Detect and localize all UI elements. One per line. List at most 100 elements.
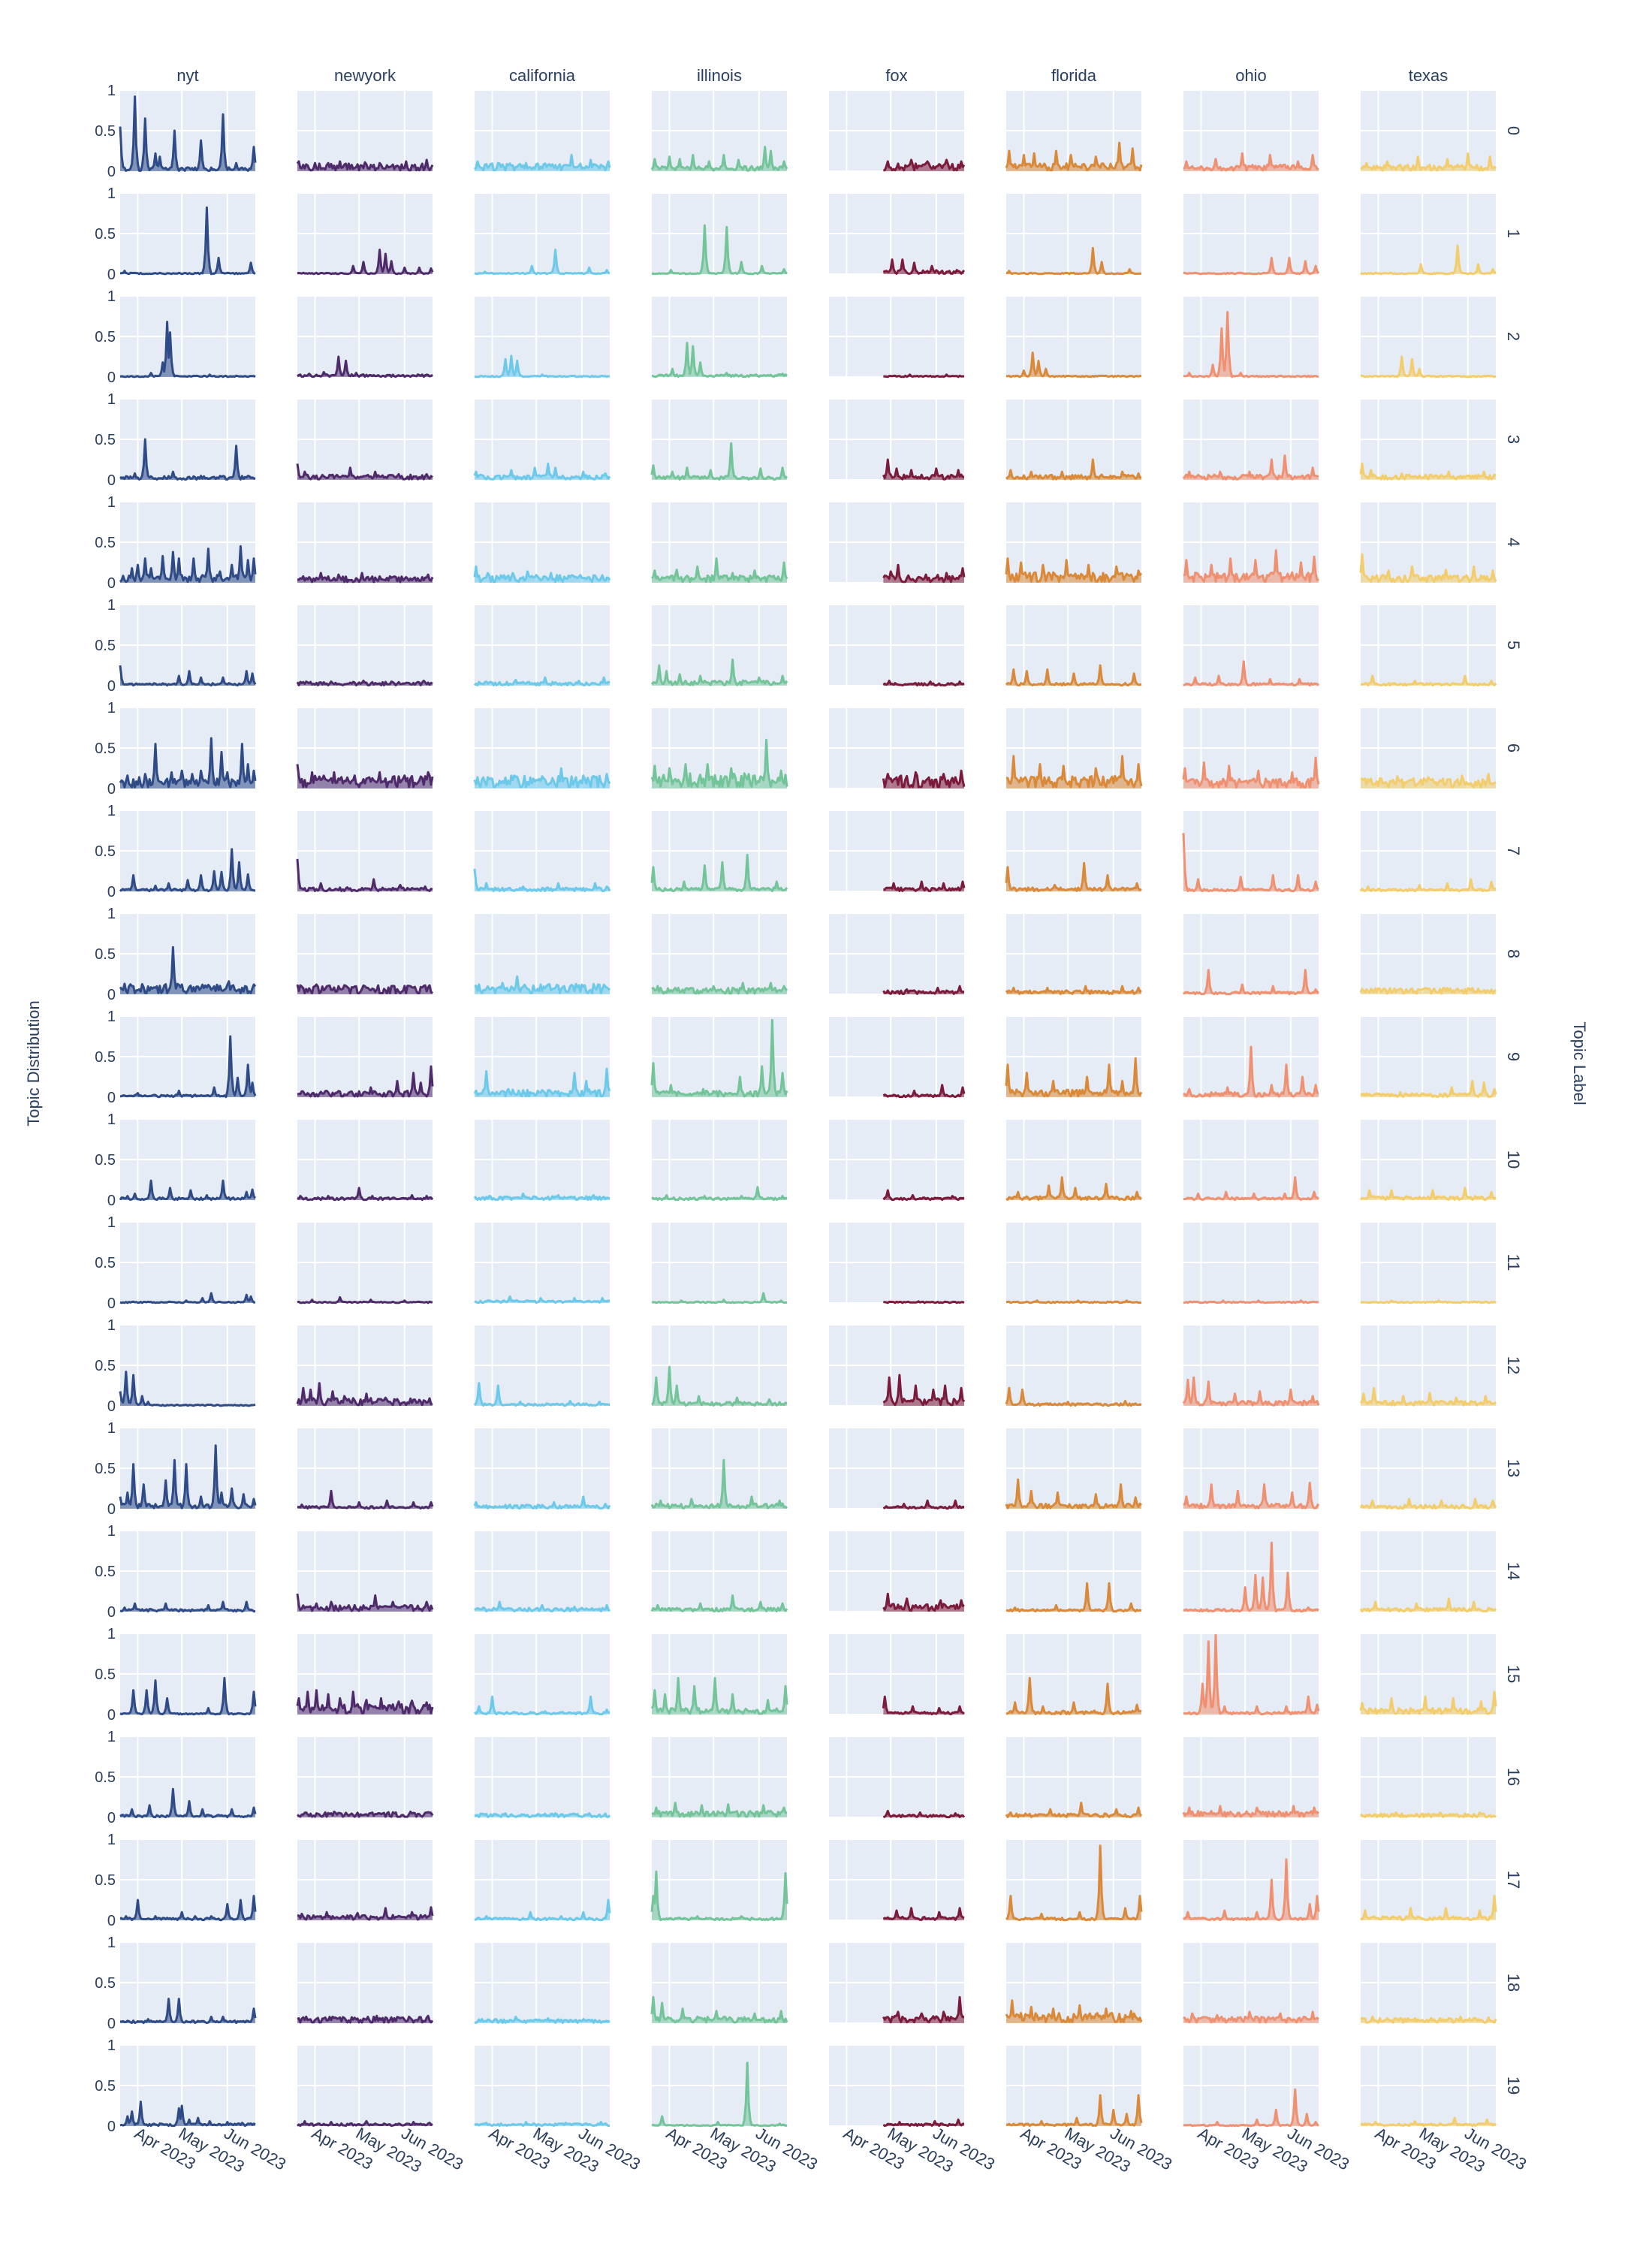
- panel-ohio-topic-11: [1183, 1221, 1319, 1304]
- series-area-newyork-14: [297, 1594, 433, 1612]
- series-line-nyt-0: [119, 95, 257, 172]
- y-tick-label: 0: [107, 1604, 116, 1621]
- panel-ohio-topic-19: [1183, 2044, 1319, 2128]
- panel-florida-topic-16: [1005, 1736, 1143, 1818]
- y-tick-label: 0: [107, 369, 116, 386]
- series-area-illinois-9: [652, 1020, 787, 1097]
- series-line-california-4: [473, 565, 611, 584]
- series-line-newyork-0: [296, 158, 434, 172]
- panel-newyork-topic-18: [297, 1941, 434, 2024]
- y-tick-label: 0.5: [95, 329, 116, 345]
- panel-florida-topic-19: [1005, 2044, 1143, 2128]
- series-line-newyork-15: [296, 1689, 434, 1715]
- panel-florida-topic-8: [1005, 912, 1142, 995]
- panel-fox-topic-18: [829, 1941, 965, 2024]
- row-label-topic-3: 3: [1504, 435, 1523, 444]
- series-line-fox-12: [882, 1374, 966, 1407]
- row-label-topic-19: 19: [1504, 2077, 1523, 2095]
- series-area-ohio-6: [1183, 758, 1319, 789]
- series-line-california-13: [473, 1495, 611, 1510]
- y-tick-label: 1: [107, 1111, 116, 1128]
- column-title-illinois: illinois: [697, 66, 742, 85]
- panel-newyork-topic-8: [296, 912, 433, 995]
- series-line-texas-5: [1361, 674, 1497, 687]
- row-label-topic-2: 2: [1504, 332, 1523, 341]
- column-title-newyork: newyork: [334, 66, 396, 85]
- panel-illinois-topic-11: [651, 1221, 788, 1304]
- panel-texas-topic-12: [1360, 1324, 1497, 1407]
- panel-florida-topic-6: [1005, 707, 1143, 789]
- panel-nyt-topic-4: [119, 501, 257, 584]
- column-title-florida: florida: [1051, 66, 1097, 85]
- series-line-fox-10: [882, 1189, 965, 1202]
- series-line-california-7: [473, 868, 611, 892]
- panel-california-topic-17: [474, 1838, 611, 1922]
- series-area-ohio-9: [1183, 1047, 1319, 1097]
- column-title-fox: fox: [885, 66, 907, 85]
- series-line-florida-16: [1005, 1802, 1143, 1818]
- series-line-ohio-9: [1183, 1045, 1319, 1098]
- panel-texas-topic-8: [1359, 912, 1497, 995]
- panel-newyork-topic-10: [297, 1118, 434, 1202]
- series-line-fox-17: [882, 1907, 965, 1921]
- y-tick-label: 1: [107, 1214, 116, 1231]
- series-line-newyork-2: [297, 355, 433, 379]
- series-line-illinois-3: [650, 442, 788, 481]
- panel-fox-topic-11: [829, 1221, 965, 1304]
- series-line-nyt-14: [119, 1600, 255, 1613]
- y-tick-label: 0.5: [95, 1564, 116, 1580]
- panel-illinois-topic-18: [650, 1941, 788, 2024]
- panel-florida-topic-2: [1005, 295, 1142, 379]
- series-line-illinois-0: [650, 146, 788, 172]
- panel-ohio-topic-2: [1183, 295, 1319, 379]
- panel-nyt-topic-11: [119, 1221, 256, 1304]
- panel-florida-topic-3: [1005, 398, 1142, 481]
- series-line-florida-4: [1005, 557, 1143, 583]
- panel-nyt-topic-16: [119, 1736, 257, 1819]
- panel-ohio-topic-10: [1183, 1118, 1319, 1202]
- series-line-fox-7: [883, 880, 966, 892]
- series-area-ohio-8: [1183, 970, 1319, 994]
- panel-fox-topic-0: [829, 89, 966, 172]
- series-line-california-5: [473, 676, 610, 686]
- panel-newyork-topic-7: [296, 810, 433, 892]
- series-line-texas-8: [1359, 986, 1497, 995]
- series-line-california-3: [473, 462, 611, 481]
- series-line-florida-11: [1005, 1299, 1142, 1304]
- panel-nyt-topic-19: [119, 2044, 256, 2128]
- series-line-ohio-17: [1183, 1858, 1320, 1922]
- panel-ohio-topic-7: [1182, 810, 1320, 893]
- series-line-nyt-5: [119, 665, 257, 687]
- panel-texas-topic-18: [1360, 1941, 1497, 2024]
- panel-california-topic-15: [473, 1633, 610, 1716]
- y-tick-label: 0.5: [95, 1049, 116, 1066]
- series-line-florida-0: [1005, 141, 1143, 172]
- y-tick-label: 0.5: [95, 123, 116, 140]
- series-area-fox-7: [883, 882, 964, 891]
- series-line-california-12: [473, 1382, 610, 1407]
- series-line-texas-19: [1360, 2116, 1497, 2128]
- series-line-fox-0: [883, 158, 966, 172]
- panel-florida-topic-9: [1005, 1015, 1143, 1098]
- panel-florida-topic-12: [1005, 1324, 1142, 1407]
- panel-nyt-topic-9: [120, 1015, 257, 1099]
- panel-fox-topic-7: [829, 810, 966, 892]
- panel-nyt-topic-7: [119, 810, 255, 893]
- series-line-ohio-13: [1183, 1481, 1320, 1510]
- panel-nyt-topic-18: [120, 1941, 257, 2025]
- panel-illinois-topic-10: [651, 1118, 788, 1202]
- panel-california-topic-16: [474, 1736, 611, 1818]
- y-tick-label: 0.5: [95, 1666, 116, 1683]
- series-line-nyt-10: [119, 1179, 257, 1202]
- series-line-ohio-18: [1183, 2010, 1319, 2024]
- panel-florida-topic-13: [1005, 1427, 1143, 1510]
- series-line-florida-10: [1005, 1176, 1143, 1201]
- series-area-nyt-12: [120, 1371, 255, 1406]
- series-line-illinois-6: [650, 738, 788, 788]
- panel-illinois-topic-1: [651, 192, 788, 276]
- panel-ohio-topic-13: [1183, 1427, 1320, 1510]
- series-line-texas-1: [1360, 244, 1497, 276]
- series-line-ohio-1: [1183, 256, 1320, 276]
- series-line-texas-7: [1359, 878, 1497, 893]
- series-line-florida-2: [1005, 351, 1142, 379]
